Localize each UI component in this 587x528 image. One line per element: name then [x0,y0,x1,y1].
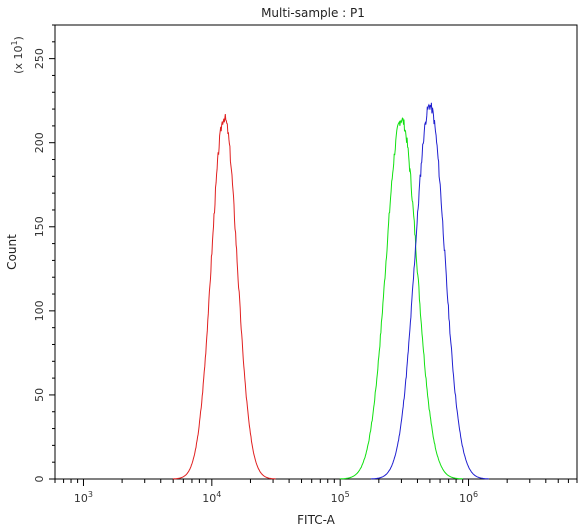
histogram-series-3 [370,102,489,480]
x-tick-label: 103 [74,490,93,505]
svg-text:(x 101): (x 101) [10,36,25,74]
y-axis: 0 50 100 150 200 250 [33,24,55,483]
y-tick-label: 50 [33,388,46,402]
x-tick-label: 106 [459,490,478,505]
y-tick-label: 200 [33,132,46,153]
x-axis: 103 104 105 106 [54,479,578,505]
chart-title: Multi-sample : P1 [261,6,365,20]
series-layer [172,102,489,480]
y-multiplier-text: (x 10 [12,46,25,74]
x-tick-label: 104 [202,490,221,505]
histogram-series-1 [172,113,276,480]
y-axis-title: Count [5,234,19,270]
y-tick-label: 250 [33,48,46,69]
plot-frame [54,24,578,480]
y-tick-label: 0 [33,476,46,483]
x-axis-title: FITC-A [297,513,336,527]
y-multiplier-exp: 1 [10,40,19,45]
y-tick-label: 100 [33,300,46,321]
y-axis-multiplier: (x 101) [10,36,25,74]
y-tick-label: 150 [33,216,46,237]
histogram-series-2 [339,117,463,480]
x-tick-label: 105 [331,490,350,505]
